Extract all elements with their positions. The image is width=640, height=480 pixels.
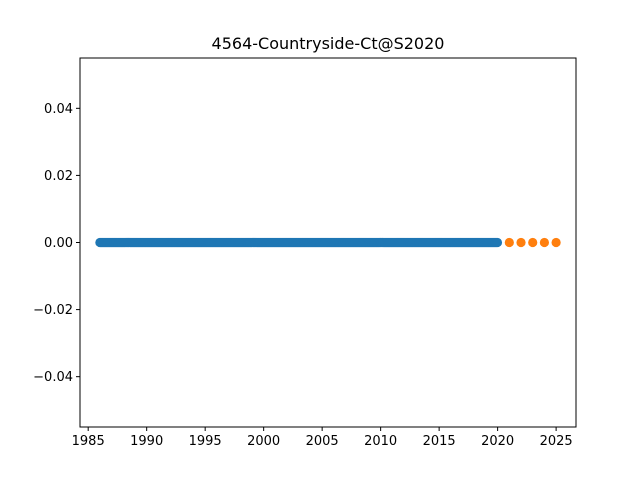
x-tick-label: 2010: [364, 434, 397, 449]
chart-title: 4564-Countryside-Ct@S2020: [212, 34, 445, 53]
x-axis: 1985 1990 1995 2000 2005 2010 2015 2020 2025: [72, 427, 573, 449]
series-layer: [95, 237, 561, 248]
y-tick-label: −0.04: [33, 370, 73, 385]
x-tick-label: 2025: [540, 434, 573, 449]
data-point: [504, 237, 514, 248]
data-point: [516, 237, 526, 248]
y-tick-label: 0.02: [44, 169, 73, 184]
x-tick-label: 2015: [423, 434, 456, 449]
data-point: [492, 237, 503, 248]
data-point: [539, 237, 550, 248]
x-tick-label: 2005: [306, 434, 339, 449]
x-tick-label: 2020: [481, 434, 514, 449]
x-tick-label: 2000: [247, 434, 280, 449]
data-point: [528, 237, 538, 248]
y-tick-label: 0.04: [44, 102, 73, 117]
series-1: [504, 237, 561, 248]
x-tick-label: 1985: [72, 434, 105, 449]
y-tick-label: −0.02: [33, 303, 73, 318]
x-tick-label: 1995: [189, 434, 222, 449]
y-tick-label: 0.00: [44, 236, 73, 251]
x-tick-label: 1990: [130, 434, 163, 449]
series-0: [95, 237, 503, 248]
data-point: [551, 237, 561, 248]
y-axis: −0.04 −0.02 0.00 0.02 0.04: [33, 102, 80, 385]
